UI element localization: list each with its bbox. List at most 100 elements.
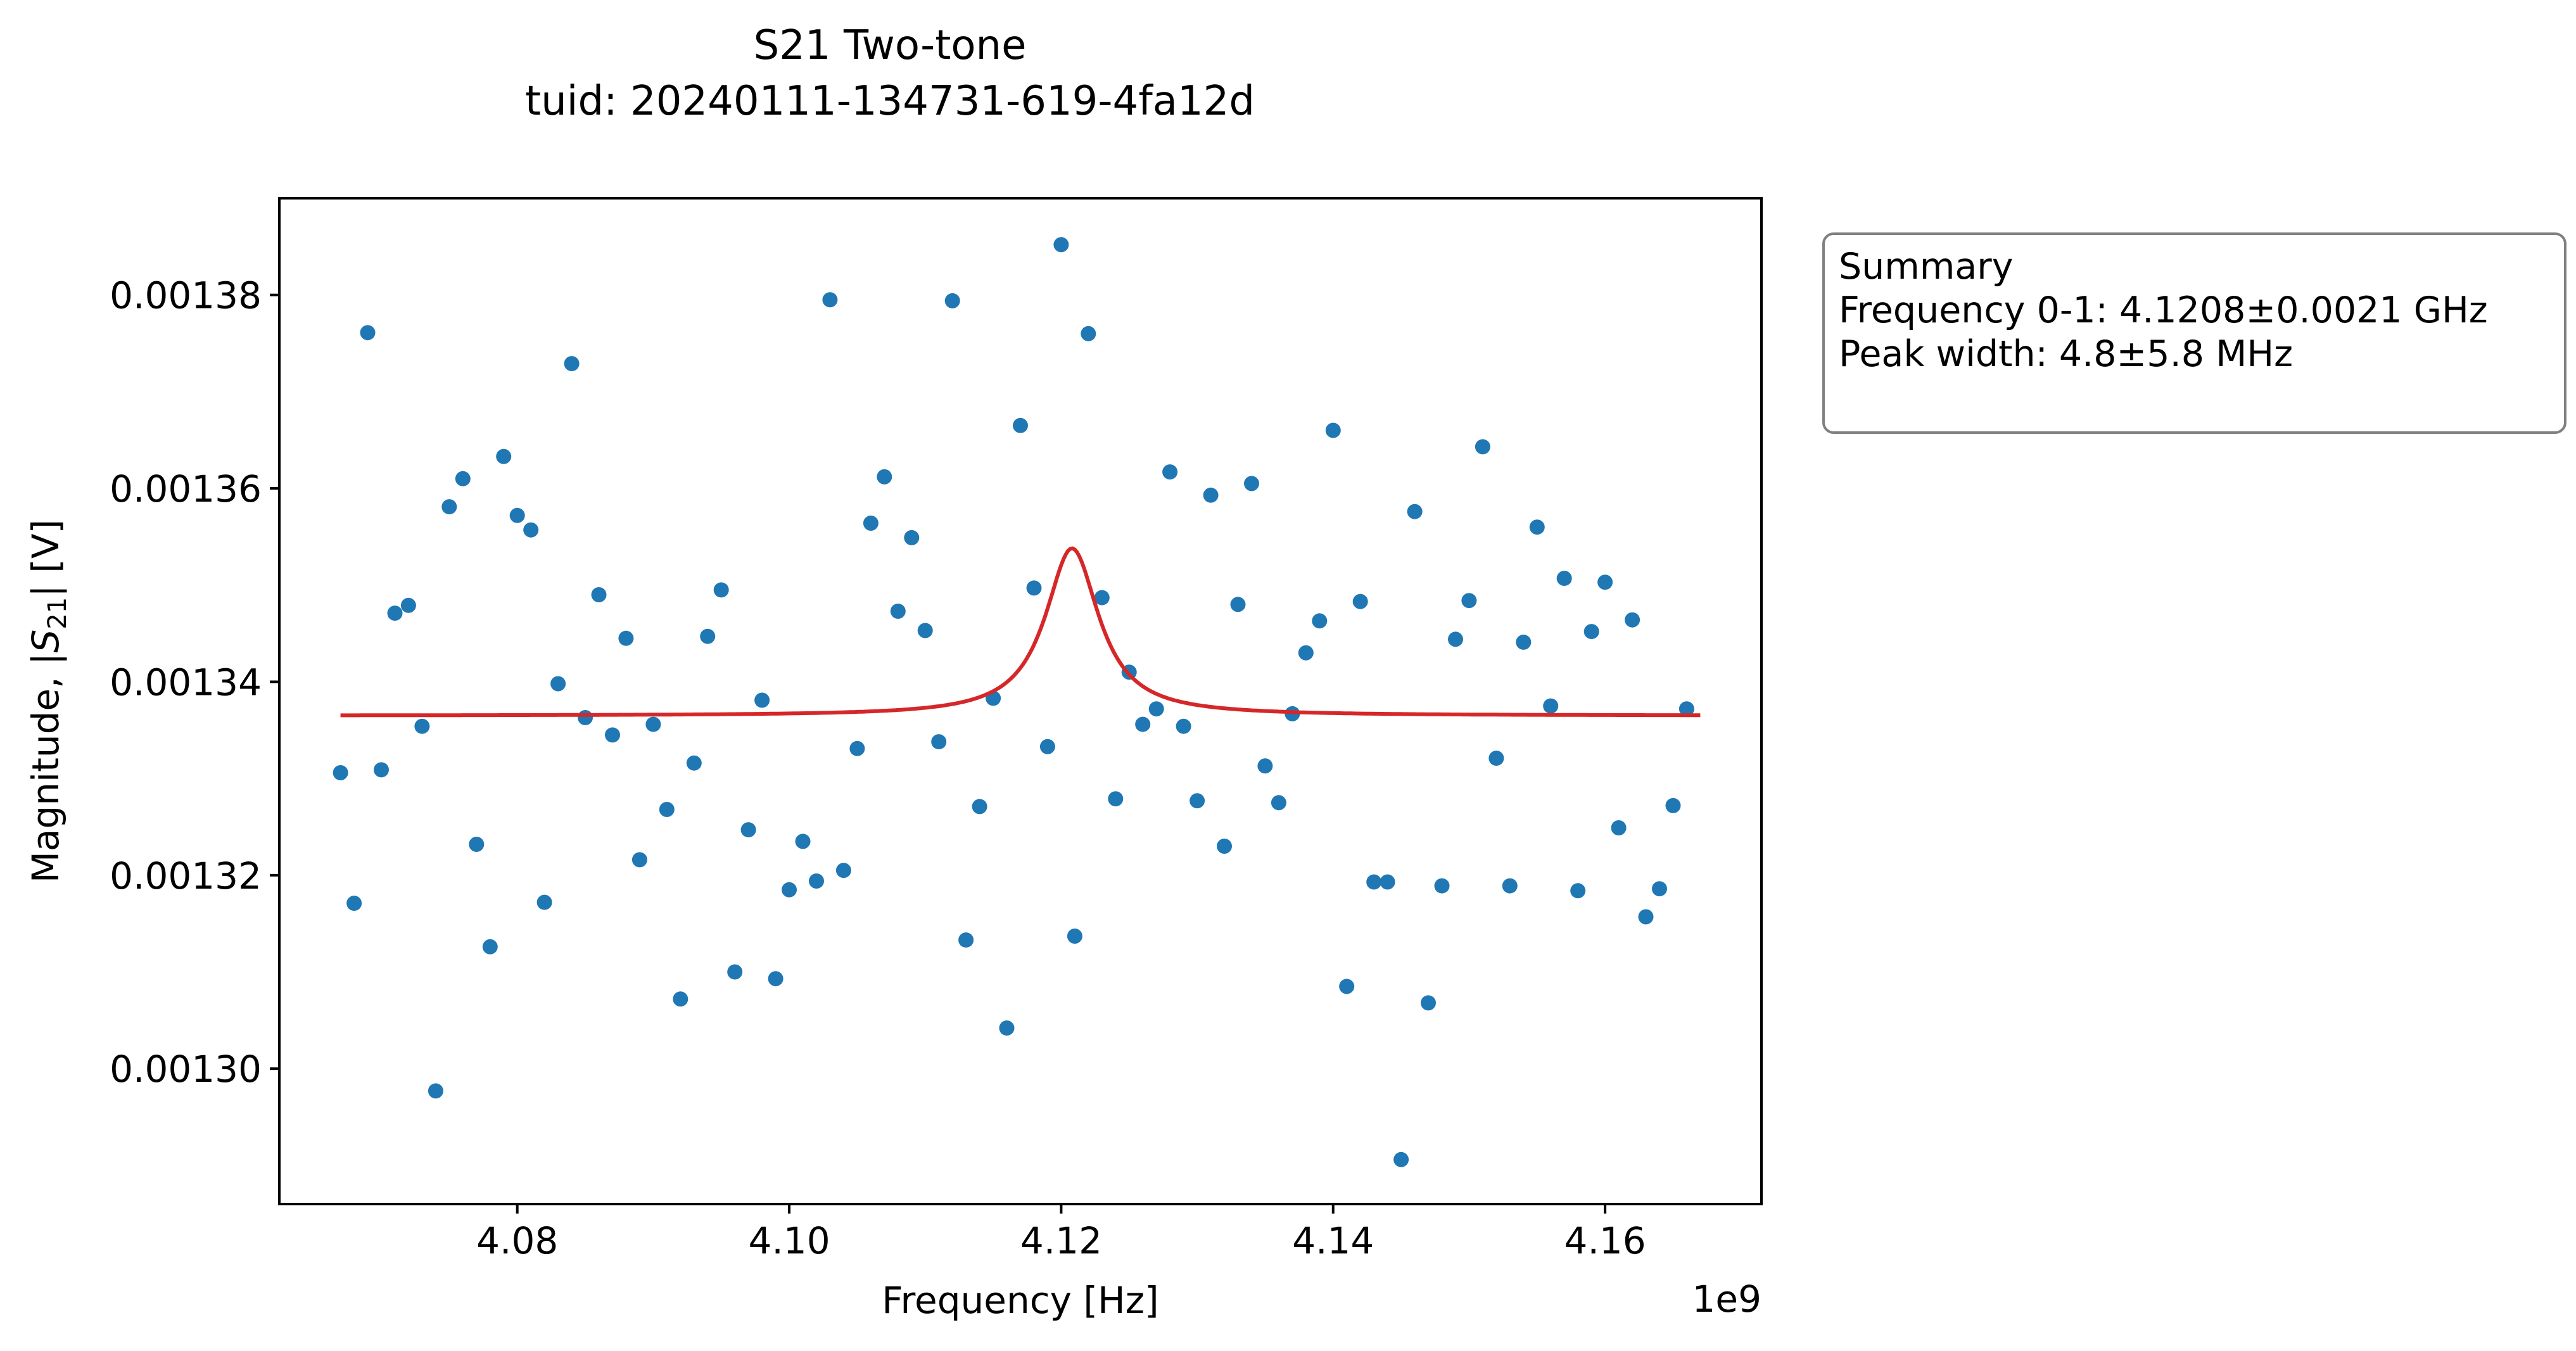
- data-point: [346, 896, 362, 911]
- data-point: [1366, 874, 1382, 890]
- data-point: [482, 939, 498, 955]
- data-point: [822, 292, 838, 308]
- data-point: [523, 522, 539, 538]
- y-tick-label: 0.00136: [110, 467, 262, 511]
- data-marks: [333, 237, 1701, 1167]
- data-point: [441, 499, 457, 515]
- data-point: [835, 863, 851, 878]
- data-point: [972, 799, 987, 815]
- data-point: [740, 822, 756, 838]
- data-point: [1013, 417, 1028, 433]
- data-point: [509, 507, 525, 523]
- data-point: [1502, 878, 1518, 894]
- data-point: [1570, 883, 1586, 899]
- data-point: [1217, 839, 1232, 854]
- data-point: [890, 604, 906, 619]
- chart-title-line1: S21 Two-tone: [754, 22, 1027, 69]
- data-point: [1312, 613, 1328, 629]
- data-point: [1611, 820, 1627, 835]
- data-point: [1298, 645, 1314, 661]
- data-point: [333, 765, 348, 780]
- data-point: [904, 530, 920, 545]
- data-point: [1583, 624, 1599, 640]
- data-point: [496, 448, 512, 464]
- data-point: [374, 762, 389, 778]
- data-point: [673, 991, 688, 1007]
- data-point: [536, 894, 552, 910]
- x-offset-label: 1e9: [1692, 1278, 1762, 1321]
- data-point: [400, 597, 416, 613]
- data-point: [1176, 718, 1191, 734]
- x-tick-label: 4.16: [1564, 1219, 1646, 1262]
- data-point: [1162, 464, 1178, 480]
- data-point: [1053, 237, 1069, 253]
- data-point: [1039, 739, 1055, 754]
- y-tick-label: 0.00130: [110, 1048, 262, 1091]
- data-point: [809, 873, 824, 889]
- data-point: [1678, 701, 1694, 717]
- x-axis: 4.08 4.10 4.12 4.14 4.16: [476, 1204, 1646, 1262]
- data-point: [1271, 795, 1286, 811]
- data-point: [1556, 571, 1572, 587]
- data-point: [1230, 597, 1246, 612]
- data-point: [849, 740, 865, 756]
- data-point: [1380, 874, 1395, 890]
- data-point: [455, 471, 471, 486]
- data-point: [795, 834, 811, 849]
- data-point: [591, 587, 607, 602]
- y-axis: 0.00130 0.00132 0.00134 0.00136 0.00138: [110, 274, 279, 1091]
- data-point: [1652, 881, 1667, 897]
- data-point: [578, 710, 593, 725]
- data-point: [428, 1083, 443, 1099]
- data-point: [1421, 995, 1436, 1011]
- y-tick-label: 0.00138: [110, 274, 262, 317]
- data-point: [618, 630, 634, 646]
- y-axis-label: Magnitude, |S21| [V]: [24, 519, 72, 883]
- data-point: [1448, 631, 1463, 647]
- data-point: [1339, 979, 1355, 994]
- data-point: [1026, 580, 1042, 596]
- data-point: [917, 623, 933, 638]
- data-point: [1244, 476, 1259, 492]
- data-point: [1665, 797, 1681, 813]
- data-point: [1597, 574, 1613, 590]
- data-point: [999, 1020, 1015, 1036]
- data-point: [863, 516, 879, 531]
- data-point: [360, 325, 376, 341]
- summary-box: Summary Frequency 0-1: 4.1208±0.0021 GHz…: [1822, 232, 2566, 434]
- data-point: [659, 802, 675, 817]
- data-point: [1434, 878, 1450, 894]
- data-point: [469, 837, 485, 852]
- data-point: [1461, 593, 1477, 609]
- data-point: [1625, 612, 1640, 628]
- data-point: [387, 606, 403, 621]
- data-point: [768, 971, 784, 987]
- x-tick-label: 4.10: [748, 1219, 830, 1262]
- x-tick-label: 4.08: [476, 1219, 558, 1262]
- data-point: [1516, 634, 1532, 650]
- summary-heading: Summary: [1839, 246, 2014, 288]
- chart-title-line2: tuid: 20240111-134731-619-4fa12d: [525, 78, 1255, 125]
- x-axis-label: Frequency [Hz]: [882, 1279, 1158, 1322]
- y-tick-label: 0.00134: [110, 661, 262, 704]
- data-point: [958, 932, 974, 948]
- data-point: [631, 852, 647, 868]
- data-point: [1488, 751, 1504, 766]
- data-point: [605, 727, 620, 743]
- data-point: [1543, 698, 1559, 714]
- data-point: [1081, 326, 1096, 341]
- data-point: [1203, 487, 1219, 503]
- data-point: [564, 356, 580, 372]
- data-point: [931, 734, 947, 750]
- data-point: [1325, 422, 1341, 438]
- data-point: [1108, 791, 1124, 807]
- fit-curve: [340, 546, 1701, 718]
- data-point: [877, 469, 892, 485]
- summary-frequency: Frequency 0-1: 4.1208±0.0021 GHz: [1839, 289, 2488, 331]
- data-point: [1638, 909, 1654, 925]
- data-point: [1407, 504, 1423, 519]
- x-tick-label: 4.14: [1292, 1219, 1374, 1262]
- axes-frame: [278, 197, 1763, 1205]
- data-point: [1148, 701, 1164, 717]
